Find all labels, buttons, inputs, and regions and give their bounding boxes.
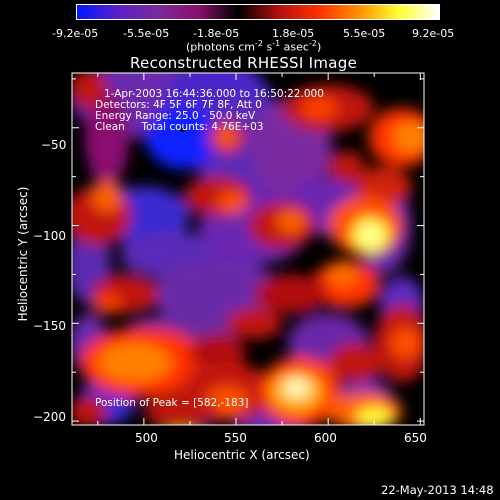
heatmap-blob <box>300 96 338 120</box>
heatmap-blob <box>189 333 246 373</box>
info-detectors: Detectors: 4F 5F 6F 7F 8F, Att 0 <box>95 99 262 111</box>
colorbar-tick-2: -1.8e-05 <box>193 27 240 40</box>
info-energy-range: Energy Range: 25.0 - 50.0 keV <box>95 110 256 122</box>
unit-prefix: (photons cm <box>186 40 255 54</box>
heatmap-blob <box>72 73 108 109</box>
timestamp: 22-May-2013 14:48 <box>381 483 494 497</box>
heatmap-blob <box>226 307 283 339</box>
heatmap-blob <box>283 378 310 398</box>
heatmap-blob <box>72 395 108 425</box>
colorbar-tick-1: -5.5e-05 <box>123 27 170 40</box>
heatmap-blob <box>254 274 329 314</box>
heatmap-blob <box>217 190 248 214</box>
colorbar-tick-4: 5.5e-05 <box>343 27 386 40</box>
source-marker <box>180 127 185 133</box>
heatmap-blob <box>355 166 412 206</box>
colorbar-tick-3: 1.8e-05 <box>272 27 315 40</box>
heatmap-blob <box>145 106 220 169</box>
heatmap-blob <box>390 327 421 359</box>
x-tick-label-600: 600 <box>314 431 337 445</box>
heatmap-blob <box>392 121 424 154</box>
y-tick-label-200: −200 <box>33 410 66 424</box>
info-time-range: 1-Apr-2003 16:44:36.000 to 16:50:22.000 <box>104 88 324 100</box>
colorbar-tick-0: -9.2e-05 <box>52 27 99 40</box>
y-axis-label: Heliocentric Y (arcsec) <box>16 186 30 322</box>
peak-position-label: Position of Peak = [582,-183] <box>95 397 249 409</box>
y-tick-label-100: −100 <box>33 229 66 243</box>
info-clean-counts: Clean Total counts: 4.76E+03 <box>95 121 264 133</box>
heatmap-blob <box>361 225 380 246</box>
colorbar <box>76 4 440 20</box>
colorbar-gradient <box>77 5 439 19</box>
heatmap-blob <box>328 342 384 382</box>
heatmap-blob <box>92 293 122 314</box>
unit-close: ) <box>316 40 322 54</box>
plot-title: Reconstructed RHESSI Image <box>130 54 358 72</box>
y-tick-label-150: −150 <box>33 319 66 333</box>
unit-mid: s <box>262 40 273 54</box>
heatmap-blob <box>328 262 358 287</box>
heatmap-image <box>72 73 424 425</box>
heatmap-blob <box>276 209 307 234</box>
x-tick-label-550: 550 <box>224 431 247 445</box>
unit-exp2: -1 <box>272 39 281 48</box>
heatmap-blob <box>92 180 122 212</box>
x-tick-label-650: 650 <box>404 431 427 445</box>
y-tick-label-50: −50 <box>41 138 67 152</box>
unit-exp3: -2 <box>308 39 317 48</box>
heatmap-blob <box>355 407 393 425</box>
colorbar-unit-label: (photons cm-2 s-1 asec-2) <box>186 38 321 54</box>
heatmap-blob <box>143 395 218 425</box>
x-axis-label: Heliocentric X (arcsec) <box>174 448 310 462</box>
plot-frame <box>71 72 425 426</box>
heatmap-blob <box>328 151 366 183</box>
colorbar-tick-5: 9.2e-05 <box>412 27 455 40</box>
x-tick-label-500: 500 <box>135 431 158 445</box>
heatmap-blob <box>217 127 237 148</box>
heatmap-blob <box>84 88 130 187</box>
heatmap-blob <box>97 342 172 382</box>
unit-exp1: -2 <box>254 39 263 48</box>
unit-suffix: asec <box>280 40 309 54</box>
axis-ticks <box>72 73 424 425</box>
